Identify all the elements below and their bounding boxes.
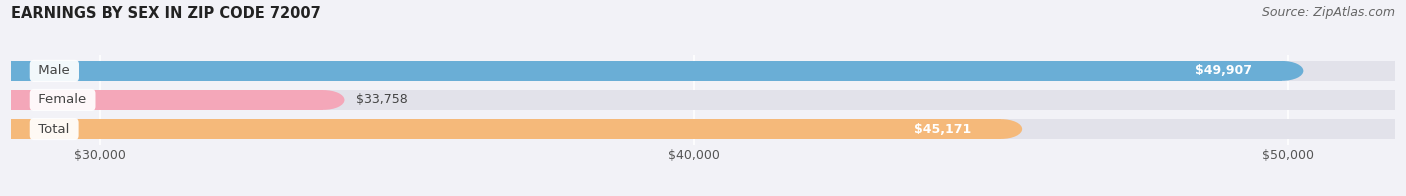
Ellipse shape xyxy=(1261,61,1303,81)
Ellipse shape xyxy=(0,90,32,110)
Ellipse shape xyxy=(980,119,1022,139)
Ellipse shape xyxy=(0,61,32,81)
Text: $45,171: $45,171 xyxy=(914,122,972,136)
Text: Source: ZipAtlas.com: Source: ZipAtlas.com xyxy=(1261,6,1395,19)
Bar xyxy=(11,61,1282,81)
Ellipse shape xyxy=(0,90,32,110)
Bar xyxy=(11,90,323,110)
Text: Male: Male xyxy=(34,64,75,77)
Ellipse shape xyxy=(0,119,32,139)
Ellipse shape xyxy=(1374,90,1406,110)
Text: EARNINGS BY SEX IN ZIP CODE 72007: EARNINGS BY SEX IN ZIP CODE 72007 xyxy=(11,6,321,21)
Text: Female: Female xyxy=(34,93,91,106)
Ellipse shape xyxy=(1374,61,1406,81)
Text: $49,907: $49,907 xyxy=(1195,64,1253,77)
Bar xyxy=(11,119,1001,139)
Text: $33,758: $33,758 xyxy=(356,93,408,106)
Text: Total: Total xyxy=(34,122,75,136)
Bar xyxy=(11,119,1395,139)
Ellipse shape xyxy=(0,119,32,139)
Ellipse shape xyxy=(0,61,32,81)
Ellipse shape xyxy=(302,90,344,110)
Bar xyxy=(11,90,1395,110)
Ellipse shape xyxy=(1374,119,1406,139)
Bar xyxy=(11,61,1395,81)
